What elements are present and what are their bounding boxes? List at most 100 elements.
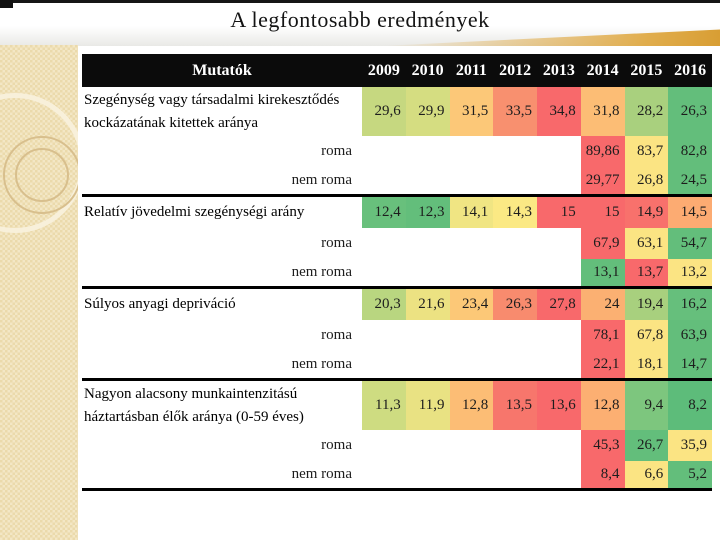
roma-row: roma 78,1 67,8 63,9	[82, 320, 712, 351]
empty-cell	[406, 136, 450, 167]
value-cell: 9,4	[624, 381, 669, 430]
value-cell: 15	[580, 197, 625, 228]
header-label: Mutatók	[192, 61, 252, 79]
indicators-table: Mutatók 2009 2010 2011 2012 2013 2014 2015 2016…	[82, 54, 712, 491]
value-cell: 21,6	[405, 289, 450, 320]
empty-cell	[537, 430, 581, 461]
empty-cell	[537, 136, 581, 167]
nem-roma-label: nem roma	[291, 466, 352, 482]
empty-cell	[362, 320, 406, 351]
empty-cell	[406, 320, 450, 351]
value-cell: 26,3	[668, 87, 712, 136]
value-cell: 24,5	[668, 167, 712, 194]
value-cell: 29,9	[405, 87, 450, 136]
empty-cell	[493, 167, 537, 194]
value-cell: 29,6	[362, 87, 406, 136]
value-cell: 82,8	[668, 136, 712, 167]
top-border-line	[0, 0, 720, 3]
empty-cell	[493, 320, 537, 351]
value-cell: 78,1	[580, 320, 625, 351]
value-cell: 20,3	[362, 289, 406, 320]
value-cell: 34,8	[537, 87, 581, 136]
empty-cell	[450, 136, 494, 167]
value-cell: 23,4	[449, 289, 494, 320]
empty-cell	[362, 259, 406, 286]
value-cell: 11,3	[362, 381, 406, 430]
nem-roma-row: nem roma 13,1 13,7 13,2	[82, 259, 712, 286]
empty-cell	[362, 351, 406, 378]
value-cell: 12,3	[405, 197, 450, 228]
value-cell: 26,7	[624, 430, 669, 461]
empty-cell	[406, 430, 450, 461]
value-cell: 12,8	[580, 381, 625, 430]
empty-cell	[362, 167, 406, 194]
value-cell: 63,9	[668, 320, 712, 351]
circle-decoration-icon	[15, 148, 69, 202]
empty-cell	[493, 351, 537, 378]
value-cell: 13,6	[537, 381, 581, 430]
indicator-label: Relatív jövedelmi szegénységi arány	[84, 204, 305, 221]
value-cell: 14,3	[493, 197, 537, 228]
roma-label: roma	[321, 327, 352, 343]
sidebar-decoration	[0, 45, 78, 540]
roma-row: roma 89,86 83,7 82,8	[82, 136, 712, 167]
value-cell: 22,1	[580, 351, 625, 378]
value-cell: 54,7	[668, 228, 712, 259]
value-cell: 6,6	[624, 461, 669, 488]
nem-roma-row: nem roma 8,4 6,6 5,2	[82, 461, 712, 488]
year-header-cell: 2010	[411, 61, 444, 79]
empty-cell	[537, 228, 581, 259]
empty-cell	[537, 320, 581, 351]
value-cell: 11,9	[405, 381, 450, 430]
value-cell: 13,7	[624, 259, 669, 286]
empty-cell	[406, 461, 450, 488]
value-cell: 83,7	[624, 136, 669, 167]
value-cell: 16,2	[668, 289, 712, 320]
value-cell: 12,4	[362, 197, 406, 228]
empty-cell	[537, 167, 581, 194]
empty-cell	[493, 461, 537, 488]
empty-cell	[537, 461, 581, 488]
value-cell: 26,8	[624, 167, 669, 194]
top-corner-accent	[0, 0, 13, 8]
value-cell: 67,8	[624, 320, 669, 351]
circle-decoration-icon	[3, 136, 78, 214]
empty-cell	[406, 167, 450, 194]
value-cell: 12,8	[449, 381, 494, 430]
empty-cell	[362, 136, 406, 167]
value-cell: 13,5	[493, 381, 537, 430]
empty-cell	[450, 351, 494, 378]
empty-cell	[406, 351, 450, 378]
empty-cell	[450, 167, 494, 194]
year-header-cell: 2013	[542, 61, 575, 79]
empty-cell	[537, 351, 581, 378]
value-cell: 26,3	[493, 289, 537, 320]
slide-title: A legfontosabb eredmények	[230, 7, 490, 32]
empty-cell	[362, 461, 406, 488]
roma-row: roma 45,3 26,7 35,9	[82, 430, 712, 461]
empty-cell	[362, 430, 406, 461]
roma-label: roma	[321, 437, 352, 453]
value-cell: 67,9	[580, 228, 625, 259]
nem-roma-label: nem roma	[291, 356, 352, 372]
indicator-label: Szegénység vagy társadalmi kirekesztődés…	[84, 92, 340, 131]
empty-cell	[493, 259, 537, 286]
nem-roma-label: nem roma	[291, 264, 352, 280]
value-cell: 19,4	[624, 289, 669, 320]
value-cell: 24	[580, 289, 625, 320]
empty-cell	[493, 228, 537, 259]
empty-cell	[450, 259, 494, 286]
year-header-cell: 2015	[630, 61, 663, 79]
year-header-cell: 2011	[455, 61, 487, 79]
value-cell: 5,2	[668, 461, 712, 488]
title-band: A legfontosabb eredmények	[0, 0, 720, 46]
value-cell: 15	[537, 197, 581, 228]
value-cell: 31,8	[580, 87, 625, 136]
value-cell: 33,5	[493, 87, 537, 136]
roma-row: roma 67,9 63,1 54,7	[82, 228, 712, 259]
value-cell: 63,1	[624, 228, 669, 259]
value-cell: 28,2	[624, 87, 669, 136]
value-cell: 14,5	[668, 197, 712, 228]
indicator-row: Szegénység vagy társadalmi kirekesztődés…	[82, 87, 712, 136]
value-cell: 89,86	[580, 136, 625, 167]
